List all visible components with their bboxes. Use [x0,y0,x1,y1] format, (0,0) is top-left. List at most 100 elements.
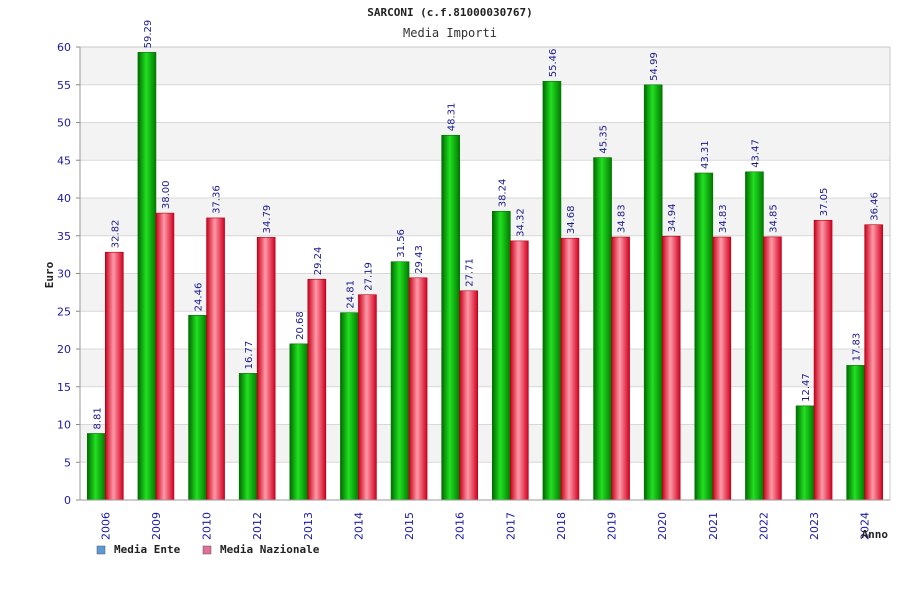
data-label: 34.83 [718,204,729,233]
y-tick-label: 15 [57,381,71,394]
bar-media-nazionale [206,217,225,501]
legend-swatch-ente [96,545,106,555]
y-tick-label: 0 [64,494,71,507]
x-tick-label: 2010 [201,512,214,540]
x-tick-label: 2024 [859,512,872,540]
y-tick-label: 20 [57,343,71,356]
data-label: 34.32 [515,208,526,237]
bar-media-nazionale [358,294,377,501]
y-tick-label: 10 [57,419,71,432]
y-tick-label: 40 [57,192,71,205]
data-label: 12.47 [801,373,812,402]
data-label: 54.99 [649,52,660,81]
bar-media-ente [390,261,410,501]
data-label: 34.79 [262,205,273,234]
bar-media-nazionale [864,224,883,501]
bar-media-ente [846,365,865,501]
data-label: 37.36 [212,185,223,214]
bar-media-nazionale [155,212,175,501]
x-tick-label: 2012 [251,512,264,540]
bar-media-ente [795,405,815,501]
bar-media-ente [441,134,460,501]
data-label: 59.29 [143,20,154,49]
data-label: 20.68 [295,311,306,340]
x-tick-label: 2021 [707,512,720,540]
data-label: 8.81 [92,407,103,429]
bar-media-ente [593,157,612,501]
data-label: 27.19 [363,262,374,291]
bar-media-nazionale [661,235,681,501]
bar-media-nazionale [510,240,529,501]
data-label: 34.83 [617,204,628,233]
data-label: 55.46 [548,49,559,78]
data-label: 34.68 [566,206,577,235]
data-label: 45.35 [599,125,610,154]
bars-group [87,52,883,501]
bar-media-nazionale [408,277,428,501]
axes: 0 5 10 15 20 25 30 35 40 45 50 55 60 2006 2009 2010 2012… [57,41,891,540]
y-tick-label: 50 [57,117,71,130]
data-label: 27.71 [465,258,476,287]
x-tick-label: 2016 [454,512,467,540]
data-label: 37.05 [819,188,830,217]
bar-media-nazionale [611,236,630,501]
x-tick-label: 2017 [504,512,517,540]
bar-media-ente [87,433,106,501]
y-tick-label: 45 [57,154,71,167]
legend-label-nazionale: Media Nazionale [220,543,320,556]
x-tick-label: 2015 [403,512,416,540]
data-label: 31.56 [396,229,407,258]
y-axis-title: Euro [43,261,56,288]
y-tick-label: 60 [57,41,71,54]
data-label: 32.82 [110,220,121,249]
data-label: 36.46 [870,192,881,221]
bar-media-ente [340,312,359,501]
data-label: 34.94 [667,204,678,233]
legend-swatch-nazionale [202,545,212,555]
x-tick-label: 2022 [757,512,770,540]
bar-media-nazionale [560,237,580,501]
bar-media-ente [745,171,764,501]
plot-band [80,47,890,85]
data-label: 16.77 [244,341,255,370]
data-label: 38.00 [161,180,172,209]
data-label: 43.47 [750,139,761,168]
bar-media-ente [643,84,663,501]
bar-media-ente [492,210,511,501]
x-tick-label: 2019 [606,512,619,540]
bar-media-nazionale [307,278,327,501]
x-tick-label: 2014 [352,512,365,540]
x-tick-label: 2013 [302,512,315,540]
bar-media-nazionale [813,219,833,501]
x-tick-label: 2006 [99,512,112,540]
data-label: 38.24 [497,179,508,208]
data-label: 24.81 [345,280,356,309]
chart-title: SARCONI (c.f.81000030767) [367,6,533,19]
bar-media-nazionale [459,290,478,501]
plot-band [80,122,890,161]
bar-media-nazionale [256,237,276,501]
data-label: 34.85 [768,204,779,233]
bar-media-ente [289,343,309,501]
x-tick-label: 2009 [150,512,163,540]
bar-media-nazionale [763,236,782,501]
data-label: 17.83 [852,333,863,362]
y-tick-label: 30 [57,268,71,281]
bar-media-ente [694,172,714,501]
x-tick-label: 2023 [808,512,821,540]
bar-media-ente [542,80,562,501]
data-labels-group: 8.81 32.82 59.29 38.00 24.46 37.36 16.77 34.79 2… [92,20,880,430]
y-tick-label: 35 [57,230,71,243]
y-tick-label: 55 [57,79,71,92]
data-label: 29.43 [414,245,425,274]
legend: Media Ente Media Nazionale [96,543,320,556]
chart-subtitle: Media Importi [403,26,497,40]
data-label: 24.46 [194,283,205,312]
x-tick-label: 2020 [656,512,669,540]
legend-label-ente: Media Ente [114,543,181,556]
plot-band [80,84,890,123]
bar-media-ente [188,315,207,501]
data-label: 29.24 [313,247,324,276]
bar-media-ente [238,373,258,501]
